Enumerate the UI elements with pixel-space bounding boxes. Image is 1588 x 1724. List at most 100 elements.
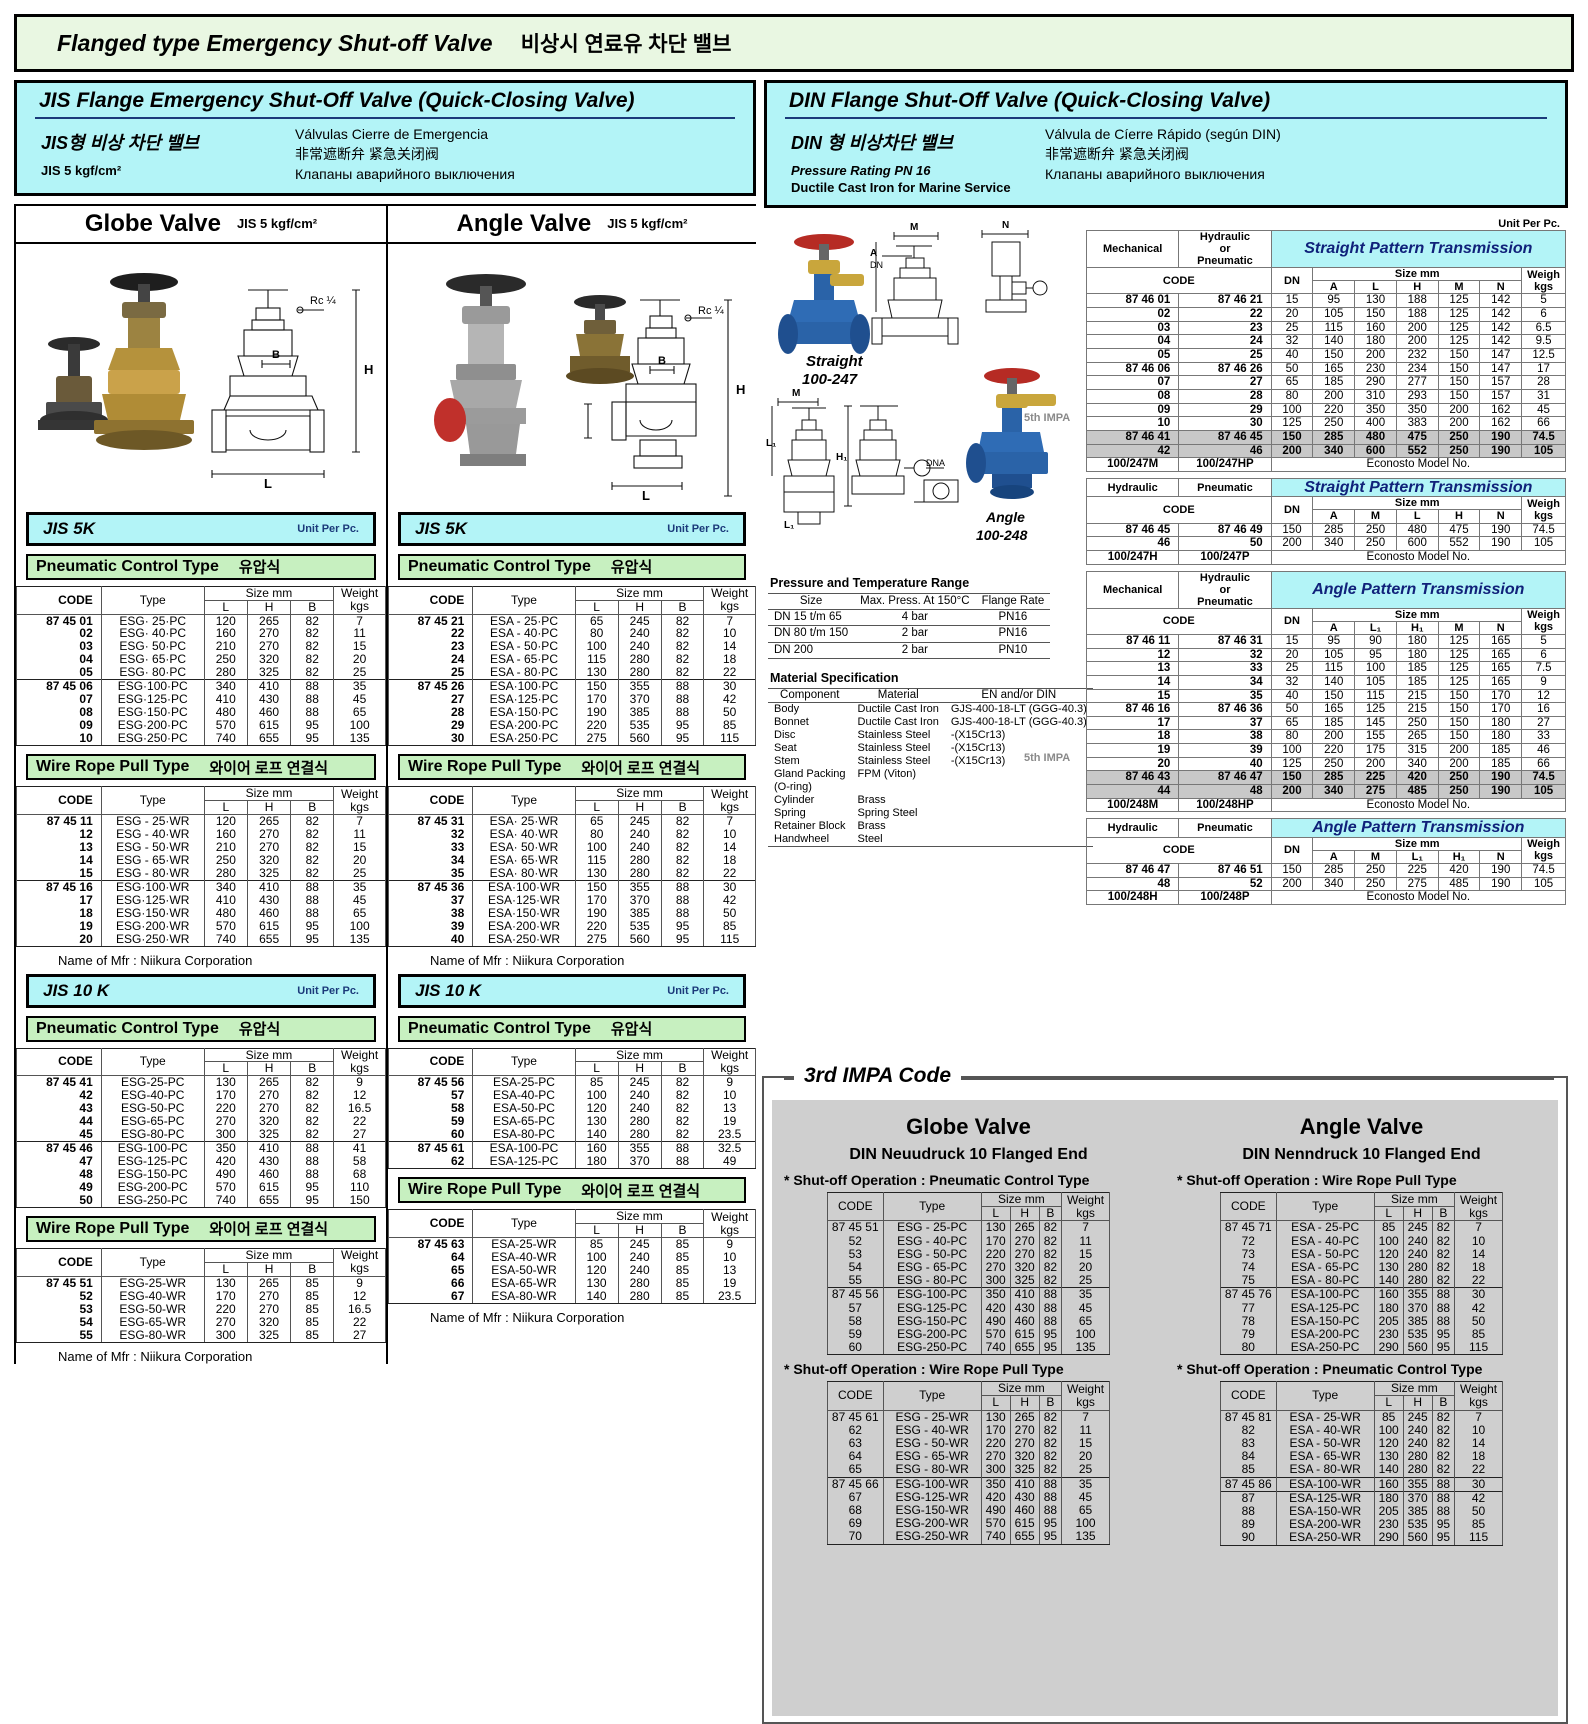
- cell-B: 82: [1431, 1260, 1456, 1275]
- th-col1: Mechanical: [1085, 570, 1180, 609]
- table-row: 14 34 32 140 105 185 125 165 9: [1085, 674, 1566, 690]
- th-type: Type: [100, 1047, 205, 1077]
- table-row: 87 45 16 ESG·100·WR 340 410 88 35: [16, 879, 386, 894]
- cell-weight: 9: [703, 1237, 756, 1251]
- cell-B: 82: [1038, 1449, 1063, 1464]
- cell-dim: 150: [1437, 361, 1481, 377]
- table-row: 14 ESG - 65·WR 250 320 82 20: [16, 853, 386, 867]
- cell-dim: 400: [1354, 416, 1397, 431]
- cell-weight: 6: [1521, 307, 1566, 322]
- cell-weight: 31: [1521, 388, 1566, 404]
- table-row: 55 ESG - 80-PC 300 325 82 25: [826, 1274, 1111, 1288]
- cell-B: 82: [660, 1089, 705, 1103]
- cell-H: 385: [617, 706, 662, 720]
- table-row: 54 ESG - 65-PC 270 320 82 20: [826, 1260, 1111, 1275]
- th-code: CODE: [16, 1247, 102, 1277]
- cell-weight: 65: [333, 706, 386, 720]
- cell-code: 15: [16, 866, 102, 881]
- table-row: 84 ESA - 65-WR 130 280 82 18: [1219, 1449, 1504, 1464]
- cell-weight: 41: [333, 1141, 386, 1156]
- cell-B: 85: [290, 1289, 335, 1303]
- cell-aux: PN16: [975, 625, 1051, 643]
- angle-label-L: L: [642, 488, 650, 503]
- cell-B: 82: [660, 866, 705, 881]
- angle-5k-wr-band: Wire Rope Pull Type 와이어 로프 연결식: [398, 754, 746, 781]
- globe-10k-wr-label-kr: 와이어 로프 연결식: [209, 1221, 329, 1239]
- cell-type: ESG· 50·PC: [100, 640, 205, 654]
- cell-code: 84: [1219, 1449, 1277, 1464]
- th-size: Size mm: [980, 1191, 1063, 1208]
- cell-H: 270: [1009, 1234, 1040, 1248]
- jis-kr-title: JIS형 비상 차단 밸브: [41, 133, 199, 153]
- cell-L: 340: [203, 679, 248, 694]
- globe-jis5k-unit: Unit Per Pc.: [297, 522, 359, 535]
- impa3-globe-table-1: CODE Type Size mm Weight kgs L H B 87 45 51 ESG -…: [826, 1191, 1111, 1356]
- table-row: 62 ESG - 40-WR 170 270 82 11: [826, 1423, 1111, 1437]
- cell-H: 325: [246, 666, 292, 680]
- th-mat: EN and/or DIN: [944, 687, 1093, 704]
- cell-H: 655: [246, 1193, 292, 1208]
- svg-text:100-247: 100-247: [802, 371, 858, 388]
- cell-dim: 293: [1395, 388, 1439, 404]
- cell-weight: 35: [333, 679, 386, 694]
- table-row: 87 46 41 87 46 45 150 285 480 475 250 190 74.5: [1085, 429, 1566, 445]
- jis-heading: JIS Flange Emergency Shut-Off Valve (Qui…: [39, 89, 635, 112]
- cell-dim: 250: [1354, 536, 1397, 551]
- cell-code: 08: [16, 706, 102, 720]
- cell-H: 655: [1009, 1530, 1040, 1545]
- cell-B: 88: [290, 693, 335, 707]
- globe-jis10k-unit: Unit Per Pc.: [297, 984, 359, 997]
- cell-B: 82: [1431, 1274, 1456, 1288]
- cell-L: 160: [1373, 1476, 1404, 1492]
- table-row: 02 ESG· 40·PC 160 270 82 11: [16, 627, 386, 641]
- cell-weight: 25: [333, 866, 386, 881]
- cell-dn: 20: [1270, 647, 1314, 663]
- cell-type: ESG - 65-PC: [882, 1260, 982, 1275]
- cell-dim: 100: [1354, 661, 1397, 676]
- cell-B: 82: [1038, 1436, 1063, 1451]
- cell-code: 12: [16, 827, 102, 841]
- cell-code: 33: [387, 840, 474, 854]
- globe-5k-wr-label-kr: 와이어 로프 연결식: [209, 759, 329, 777]
- cell-H: 270: [1009, 1436, 1040, 1451]
- cell-weight: 9: [333, 1276, 386, 1290]
- cell-dim: 200: [1354, 348, 1397, 363]
- cell-dn: 40: [1270, 348, 1314, 363]
- cell-H: 245: [1402, 1410, 1433, 1424]
- th-dim-M: M: [1437, 280, 1481, 295]
- cell-B: 82: [290, 666, 335, 680]
- table-row: 59 ESA-65-PC 130 280 82 19: [387, 1115, 756, 1129]
- cell-weight: 65: [333, 906, 386, 920]
- cell-B: 82: [290, 1089, 335, 1103]
- cell-dim: 285: [1312, 770, 1356, 786]
- cell-dim: 200: [1437, 756, 1481, 772]
- cell-L: 205: [1373, 1504, 1404, 1519]
- cell-code1: 46: [1085, 536, 1180, 551]
- th-dim-L: L: [1395, 509, 1439, 524]
- cell-H: 355: [1402, 1476, 1433, 1492]
- table-row: 10 30 125 250 400 383 200 162 66: [1085, 416, 1566, 431]
- cell-code: 87 45 41: [16, 1076, 102, 1090]
- cell-B: 88: [660, 1141, 705, 1156]
- cell-H: 460: [246, 906, 292, 920]
- cell-mat: [945, 768, 1093, 781]
- th-type: Type: [1275, 1191, 1375, 1222]
- cell-L: 65: [574, 614, 619, 628]
- cell-B: 82: [1038, 1247, 1063, 1261]
- table-row: 46 50 200 340 250 600 552 190 105: [1085, 536, 1566, 551]
- cell-code: 87 45 21: [387, 614, 474, 628]
- cell-weight: 50: [1454, 1314, 1504, 1328]
- cell-L: 170: [980, 1234, 1011, 1248]
- cell-L: 150: [574, 679, 619, 694]
- cell-H: 265: [246, 614, 292, 628]
- cell-aux: DN 80 t/m 150: [768, 625, 855, 643]
- svg-text:A: A: [870, 248, 877, 259]
- cell-weight: 22: [1454, 1463, 1504, 1478]
- din-unit-per-pc: Unit Per Pc.: [1498, 218, 1560, 230]
- cell-mat: [945, 807, 1093, 820]
- table-row: 60 ESA-80-PC 140 280 82 23.5: [387, 1128, 756, 1142]
- cell-weight: 46: [1521, 743, 1566, 758]
- cell-type: ESA-250-WR: [1275, 1531, 1375, 1546]
- cell-weight: 18: [703, 853, 756, 867]
- cell-type: ESG-250-PC: [100, 1193, 205, 1208]
